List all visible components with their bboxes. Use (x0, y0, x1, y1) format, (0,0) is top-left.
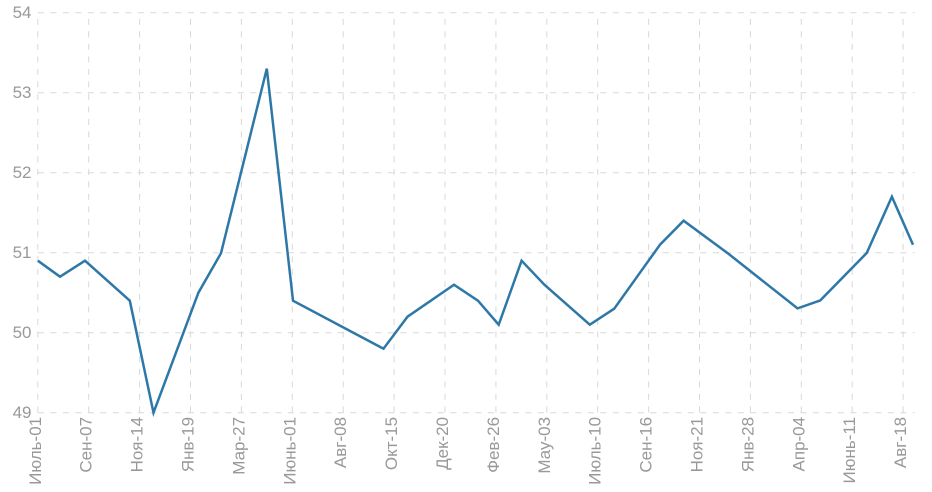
svg-text:Янв-28: Янв-28 (738, 417, 757, 472)
svg-text:Июнь-01: Июнь-01 (280, 417, 299, 485)
svg-text:Июль-10: Июль-10 (586, 417, 605, 485)
svg-text:Окт-15: Окт-15 (382, 417, 401, 470)
svg-text:Июль-01: Июль-01 (26, 417, 45, 485)
svg-text:53: 53 (13, 83, 32, 102)
svg-text:Ноя-14: Ноя-14 (128, 417, 147, 473)
svg-text:50: 50 (13, 323, 32, 342)
svg-text:Янв-19: Янв-19 (179, 417, 198, 472)
svg-text:Авг-18: Авг-18 (891, 417, 910, 468)
svg-text:Мар-27: Мар-27 (229, 417, 248, 475)
svg-text:52: 52 (13, 163, 32, 182)
svg-text:Сен-07: Сен-07 (77, 417, 96, 473)
svg-text:Сен-16: Сен-16 (637, 417, 656, 473)
svg-text:51: 51 (13, 243, 32, 262)
svg-text:54: 54 (13, 3, 32, 22)
svg-text:Ноя-21: Ноя-21 (688, 417, 707, 473)
svg-text:May-03: May-03 (535, 417, 554, 474)
svg-text:Дек-20: Дек-20 (433, 417, 452, 470)
svg-text:Фев-26: Фев-26 (484, 417, 503, 473)
svg-text:Апр-04: Апр-04 (789, 417, 808, 472)
svg-text:Июнь-11: Июнь-11 (840, 417, 859, 484)
svg-text:Авг-08: Авг-08 (331, 417, 350, 468)
svg-text:49: 49 (13, 403, 32, 422)
